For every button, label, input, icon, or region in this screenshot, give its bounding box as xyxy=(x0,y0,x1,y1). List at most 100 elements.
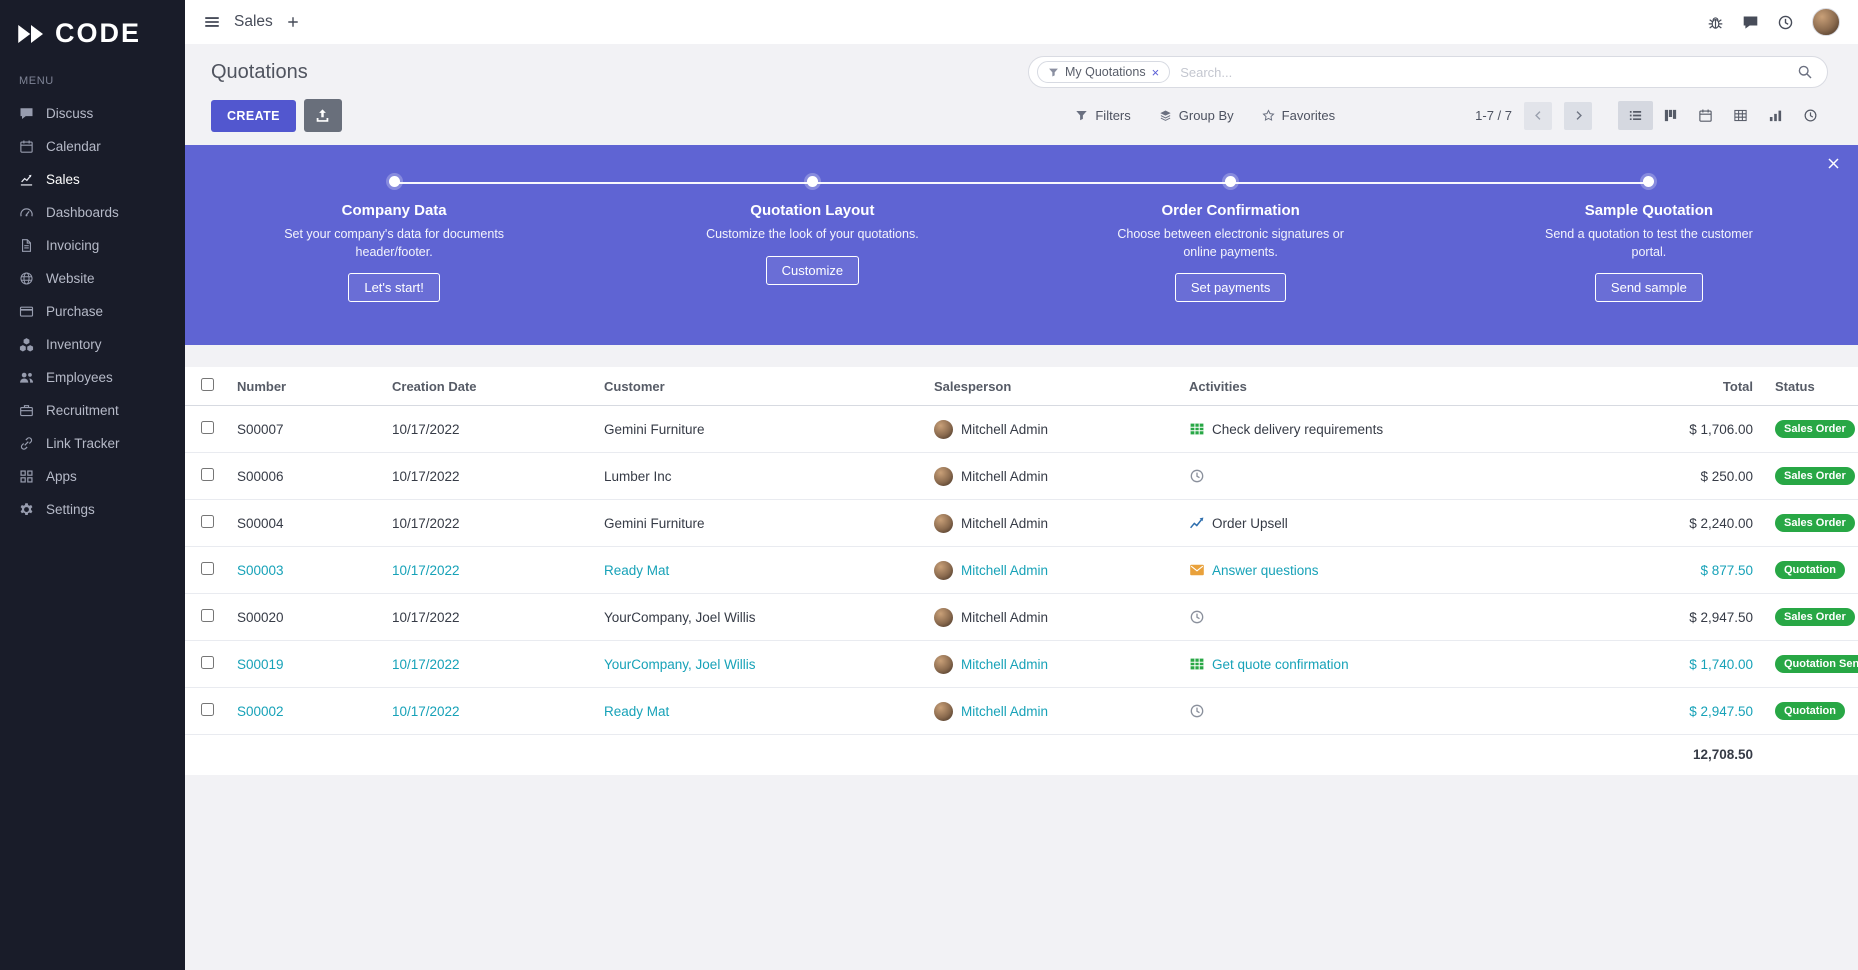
sidebar-item-employees[interactable]: Employees xyxy=(0,361,185,394)
sidebar-item-label: Employees xyxy=(46,370,113,385)
app-logo-text: CODE xyxy=(55,18,142,48)
control-panel: Quotations My Quotations × Search... CRE… xyxy=(185,44,1858,145)
close-icon[interactable] xyxy=(1826,156,1841,171)
row-checkbox[interactable] xyxy=(200,656,214,669)
sidebar-item-settings[interactable]: Settings xyxy=(0,493,185,526)
select-all-checkbox[interactable] xyxy=(200,378,214,391)
menu-icon[interactable] xyxy=(203,13,221,31)
favorites-button[interactable]: Favorites xyxy=(1262,108,1335,123)
row-checkbox[interactable] xyxy=(200,515,214,528)
calendar-view-button[interactable] xyxy=(1688,101,1723,130)
activity-label: Check delivery requirements xyxy=(1212,421,1384,437)
table-row[interactable]: S00002 10/17/2022 Ready Mat Mitchell Admin $… xyxy=(185,687,1858,735)
link-tracker-icon xyxy=(19,436,34,451)
chevron-left-icon xyxy=(1532,109,1545,122)
active-app-name[interactable]: Sales xyxy=(234,13,273,30)
sidebar-item-calendar[interactable]: Calendar xyxy=(0,130,185,163)
header-salesperson[interactable]: Salesperson xyxy=(926,367,1181,406)
header-status[interactable]: Status xyxy=(1761,367,1858,406)
chip-remove-icon[interactable]: × xyxy=(1151,64,1160,80)
clock-icon[interactable] xyxy=(1189,609,1205,625)
row-checkbox[interactable] xyxy=(200,703,214,716)
sidebar-item-sales[interactable]: Sales xyxy=(0,163,185,196)
sidebar-item-label: Apps xyxy=(46,469,77,484)
quotation-number: S00003 xyxy=(229,546,384,594)
salesperson-name: Mitchell Admin xyxy=(961,468,1049,484)
bug-icon[interactable] xyxy=(1707,14,1724,31)
salesperson-avatar xyxy=(934,607,953,627)
pager-next-button[interactable] xyxy=(1564,101,1592,130)
quotations-table: Number Creation Date Customer Salesperso… xyxy=(185,367,1858,775)
activity-view-button[interactable] xyxy=(1793,101,1828,130)
sidebar-item-inventory[interactable]: Inventory xyxy=(0,328,185,361)
search-bar[interactable]: My Quotations × Search... xyxy=(1028,56,1828,88)
header-number[interactable]: Number xyxy=(229,367,384,406)
chart-icon[interactable] xyxy=(1189,515,1205,531)
row-checkbox[interactable] xyxy=(200,468,214,481)
step-action-button[interactable]: Set payments xyxy=(1174,273,1287,302)
table-row[interactable]: S00007 10/17/2022 Gemini Furniture Mitchell… xyxy=(185,406,1858,453)
pager-previous-button[interactable] xyxy=(1524,101,1552,130)
topbar-right xyxy=(1707,8,1840,36)
spreadsheet-icon[interactable] xyxy=(1189,421,1205,437)
step-action-button[interactable]: Customize xyxy=(765,255,860,285)
funnel-icon xyxy=(1048,67,1059,78)
upload-button[interactable] xyxy=(303,99,342,132)
pager-range: 1-7 / 7 xyxy=(1475,108,1512,123)
header-activities[interactable]: Activities xyxy=(1181,367,1641,406)
sidebar-item-label: Recruitment xyxy=(46,403,119,418)
create-button[interactable]: CREATE xyxy=(211,99,296,132)
row-checkbox[interactable] xyxy=(200,562,214,575)
step-description: Choose between electronic signatures or … xyxy=(1117,227,1344,259)
customer-name: YourCompany, Joel Willis xyxy=(596,640,926,688)
graph-view-button[interactable] xyxy=(1758,101,1793,130)
sidebar-item-discuss[interactable]: Discuss xyxy=(0,97,185,130)
header-customer[interactable]: Customer xyxy=(596,367,926,406)
envelope-icon[interactable] xyxy=(1189,562,1205,578)
step-dot xyxy=(1643,176,1655,187)
total-amount: $ 877.50 xyxy=(1641,546,1761,594)
spreadsheet-icon[interactable] xyxy=(1189,656,1205,672)
table-row[interactable]: S00020 10/17/2022 YourCompany, Joel Willis… xyxy=(185,593,1858,641)
user-avatar[interactable] xyxy=(1812,8,1840,36)
app-logo[interactable]: CODE xyxy=(0,0,185,73)
clock-icon[interactable] xyxy=(1189,468,1205,484)
pivot-view-icon xyxy=(1733,108,1748,123)
sidebar-item-recruitment[interactable]: Recruitment xyxy=(0,394,185,427)
quotation-number: S00007 xyxy=(237,421,284,437)
salesperson-cell: Mitchell Admin xyxy=(926,406,1181,453)
sidebar-item-invoicing[interactable]: Invoicing xyxy=(0,229,185,262)
sidebar-item-purchase[interactable]: Purchase xyxy=(0,295,185,328)
filters-button[interactable]: Filters xyxy=(1075,108,1131,123)
search-placeholder[interactable]: Search... xyxy=(1180,64,1233,80)
sidebar-item-apps[interactable]: Apps xyxy=(0,460,185,493)
table-row[interactable]: S00004 10/17/2022 Gemini Furniture Mitchell… xyxy=(185,499,1858,547)
pivot-view-button[interactable] xyxy=(1723,101,1758,130)
step-action-button[interactable]: Send sample xyxy=(1594,273,1703,302)
activities-clock-icon[interactable] xyxy=(1777,14,1794,31)
status-badge: Sales Order xyxy=(1775,420,1855,438)
sidebar-item-link-tracker[interactable]: Link Tracker xyxy=(0,427,185,460)
table-row[interactable]: S00003 10/17/2022 Ready Mat Mitchell Admin A… xyxy=(185,546,1858,594)
list-view-button[interactable] xyxy=(1618,101,1653,130)
header-total[interactable]: Total xyxy=(1641,367,1761,406)
messages-icon[interactable] xyxy=(1742,14,1759,31)
search-icon[interactable] xyxy=(1797,64,1813,80)
plus-icon[interactable] xyxy=(286,15,300,29)
clock-icon[interactable] xyxy=(1189,703,1205,719)
row-checkbox[interactable] xyxy=(200,421,214,434)
step-action-button[interactable]: Let's start! xyxy=(348,273,440,302)
row-checkbox[interactable] xyxy=(200,609,214,622)
header-creation-date[interactable]: Creation Date xyxy=(384,367,596,406)
filter-chip-my-quotations[interactable]: My Quotations × xyxy=(1037,61,1171,83)
creation-date: 10/17/2022 xyxy=(392,421,460,437)
sidebar-item-dashboards[interactable]: Dashboards xyxy=(0,196,185,229)
creation-date: 10/17/2022 xyxy=(384,640,596,688)
table-row[interactable]: S00019 10/17/2022 YourCompany, Joel Willis… xyxy=(185,640,1858,688)
customer-name: Ready Mat xyxy=(596,546,926,594)
table-row[interactable]: S00006 10/17/2022 Lumber Inc Mitchell Admin… xyxy=(185,452,1858,500)
kanban-view-button[interactable] xyxy=(1653,101,1688,130)
group-by-button[interactable]: Group By xyxy=(1159,108,1234,123)
sidebar-item-label: Settings xyxy=(46,502,95,517)
sidebar-item-website[interactable]: Website xyxy=(0,262,185,295)
